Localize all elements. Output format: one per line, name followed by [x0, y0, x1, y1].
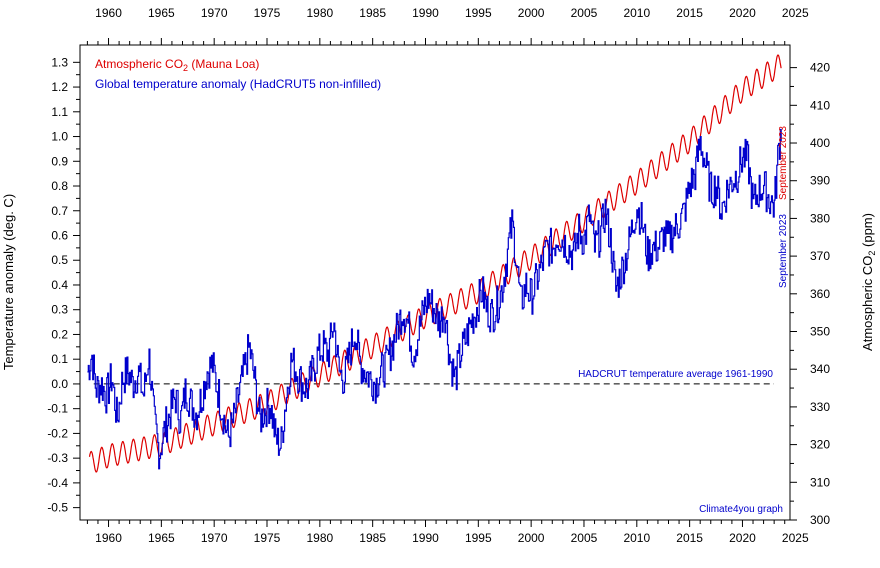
- x-tick-label-top: 2000: [518, 6, 545, 20]
- x-tick-label-top: 1990: [412, 6, 439, 20]
- credit-label: Climate4you graph: [699, 504, 783, 515]
- left-tick-label: -0.4: [47, 476, 68, 490]
- x-tick-label-bottom: 2025: [782, 531, 809, 545]
- temp-date-annotation: September 2023: [778, 214, 789, 288]
- x-tick-label-top: 1965: [148, 6, 175, 20]
- left-y-axis: -0.5 -0.4 -0.3 -0.2 -0.1 0.0 0.1 0.2 0.3 0.4 0.5 0.…: [47, 55, 80, 515]
- x-tick-label-bottom: 1980: [306, 531, 333, 545]
- right-tick-label: 360: [810, 287, 830, 301]
- left-tick-label: 0.7: [51, 204, 68, 218]
- right-tick-label: 400: [810, 136, 830, 150]
- right-tick-label: 380: [810, 211, 830, 225]
- left-tick-label: 0.5: [51, 253, 68, 267]
- x-tick-label-top: 1970: [201, 6, 228, 20]
- legend-co2-tail: (Mauna Loa): [188, 57, 259, 71]
- right-tick-label: 390: [810, 174, 830, 188]
- x-tick-label-bottom: 1970: [201, 531, 228, 545]
- x-tick-label-bottom: 1990: [412, 531, 439, 545]
- x-tick-label-top: 2020: [729, 6, 756, 20]
- left-tick-label: -0.2: [47, 426, 68, 440]
- right-tick-label: 340: [810, 362, 830, 376]
- co2-date-annotation: September 2023: [778, 126, 789, 200]
- x-tick-label-top: 1975: [254, 6, 281, 20]
- left-tick-label: 0.2: [51, 327, 68, 341]
- x-tick-label-top: 2015: [676, 6, 703, 20]
- left-tick-label: 0.0: [51, 377, 68, 391]
- x-tick-label-top: 1980: [306, 6, 333, 20]
- right-tick-label: 350: [810, 325, 830, 339]
- left-tick-label: 0.1: [51, 352, 68, 366]
- right-tick-label: 420: [810, 61, 830, 75]
- x-tick-label-top: 2005: [571, 6, 598, 20]
- right-y-axis: 300 310 320 330 340 350 360 370 380 390 400 410 420: [790, 61, 830, 527]
- x-tick-label-top: 2025: [782, 6, 809, 20]
- x-tick-label-bottom: 2020: [729, 531, 756, 545]
- x-axis-top: 1960 1965 1970 1975 1980 1985 1990 1995 2000 2005…: [86, 6, 809, 45]
- left-axis-title: Temperature anomaly (deg. C): [1, 194, 16, 370]
- right-axis-title-sub: 2: [867, 251, 877, 256]
- x-tick-label-bottom: 2010: [623, 531, 650, 545]
- reference-line-label: HADCRUT temperature average 1961-1990: [578, 369, 773, 380]
- series-layer: [87, 54, 782, 473]
- left-tick-label: -0.3: [47, 451, 68, 465]
- left-tick-label: -0.5: [47, 501, 68, 515]
- x-tick-label-bottom: 2015: [676, 531, 703, 545]
- temperature-series-line: [87, 128, 782, 470]
- right-tick-label: 370: [810, 249, 830, 263]
- plot-frame: [79, 44, 791, 521]
- left-tick-label: 0.6: [51, 228, 68, 242]
- left-tick-label: 0.3: [51, 303, 68, 317]
- x-tick-label-bottom: 1965: [148, 531, 175, 545]
- left-tick-label: 0.9: [51, 154, 68, 168]
- left-tick-label: 1.3: [51, 55, 68, 69]
- left-tick-label: 0.8: [51, 179, 68, 193]
- x-tick-label-bottom: 1975: [254, 531, 281, 545]
- right-axis-title-tail: (ppm): [860, 213, 875, 251]
- x-tick-label-bottom: 1985: [359, 531, 386, 545]
- x-axis-bottom: 1960 1965 1970 1975 1980 1985 1990 1995 2000 2005…: [86, 520, 809, 545]
- left-tick-label: 0.4: [51, 278, 68, 292]
- legend-co2-main: Atmospheric CO: [95, 57, 183, 71]
- legend-co2-sub: 2: [183, 63, 188, 73]
- x-tick-label-top: 1995: [465, 6, 492, 20]
- legend-temperature: Global temperature anomaly (HadCRUT5 non…: [95, 77, 381, 91]
- right-tick-label: 310: [810, 475, 830, 489]
- right-tick-label: 300: [810, 513, 830, 527]
- x-tick-label-bottom: 1960: [95, 531, 122, 545]
- x-tick-label-bottom: 1995: [465, 531, 492, 545]
- legend-co2: Atmospheric CO2 (Mauna Loa): [95, 57, 259, 73]
- right-axis-title: Atmospheric CO2 (ppm): [860, 213, 877, 351]
- x-tick-label-top: 2010: [623, 6, 650, 20]
- left-tick-label: 1.1: [51, 105, 68, 119]
- right-tick-label: 320: [810, 438, 830, 452]
- right-axis-title-main: Atmospheric CO: [860, 256, 875, 351]
- left-tick-label: 1.0: [51, 130, 68, 144]
- left-tick-label: 1.2: [51, 80, 68, 94]
- x-tick-label-bottom: 2000: [518, 531, 545, 545]
- right-tick-label: 410: [810, 98, 830, 112]
- x-tick-label-bottom: 2005: [571, 531, 598, 545]
- left-tick-label: -0.1: [47, 402, 68, 416]
- right-tick-label: 330: [810, 400, 830, 414]
- x-tick-label-top: 1985: [359, 6, 386, 20]
- x-tick-label-top: 1960: [95, 6, 122, 20]
